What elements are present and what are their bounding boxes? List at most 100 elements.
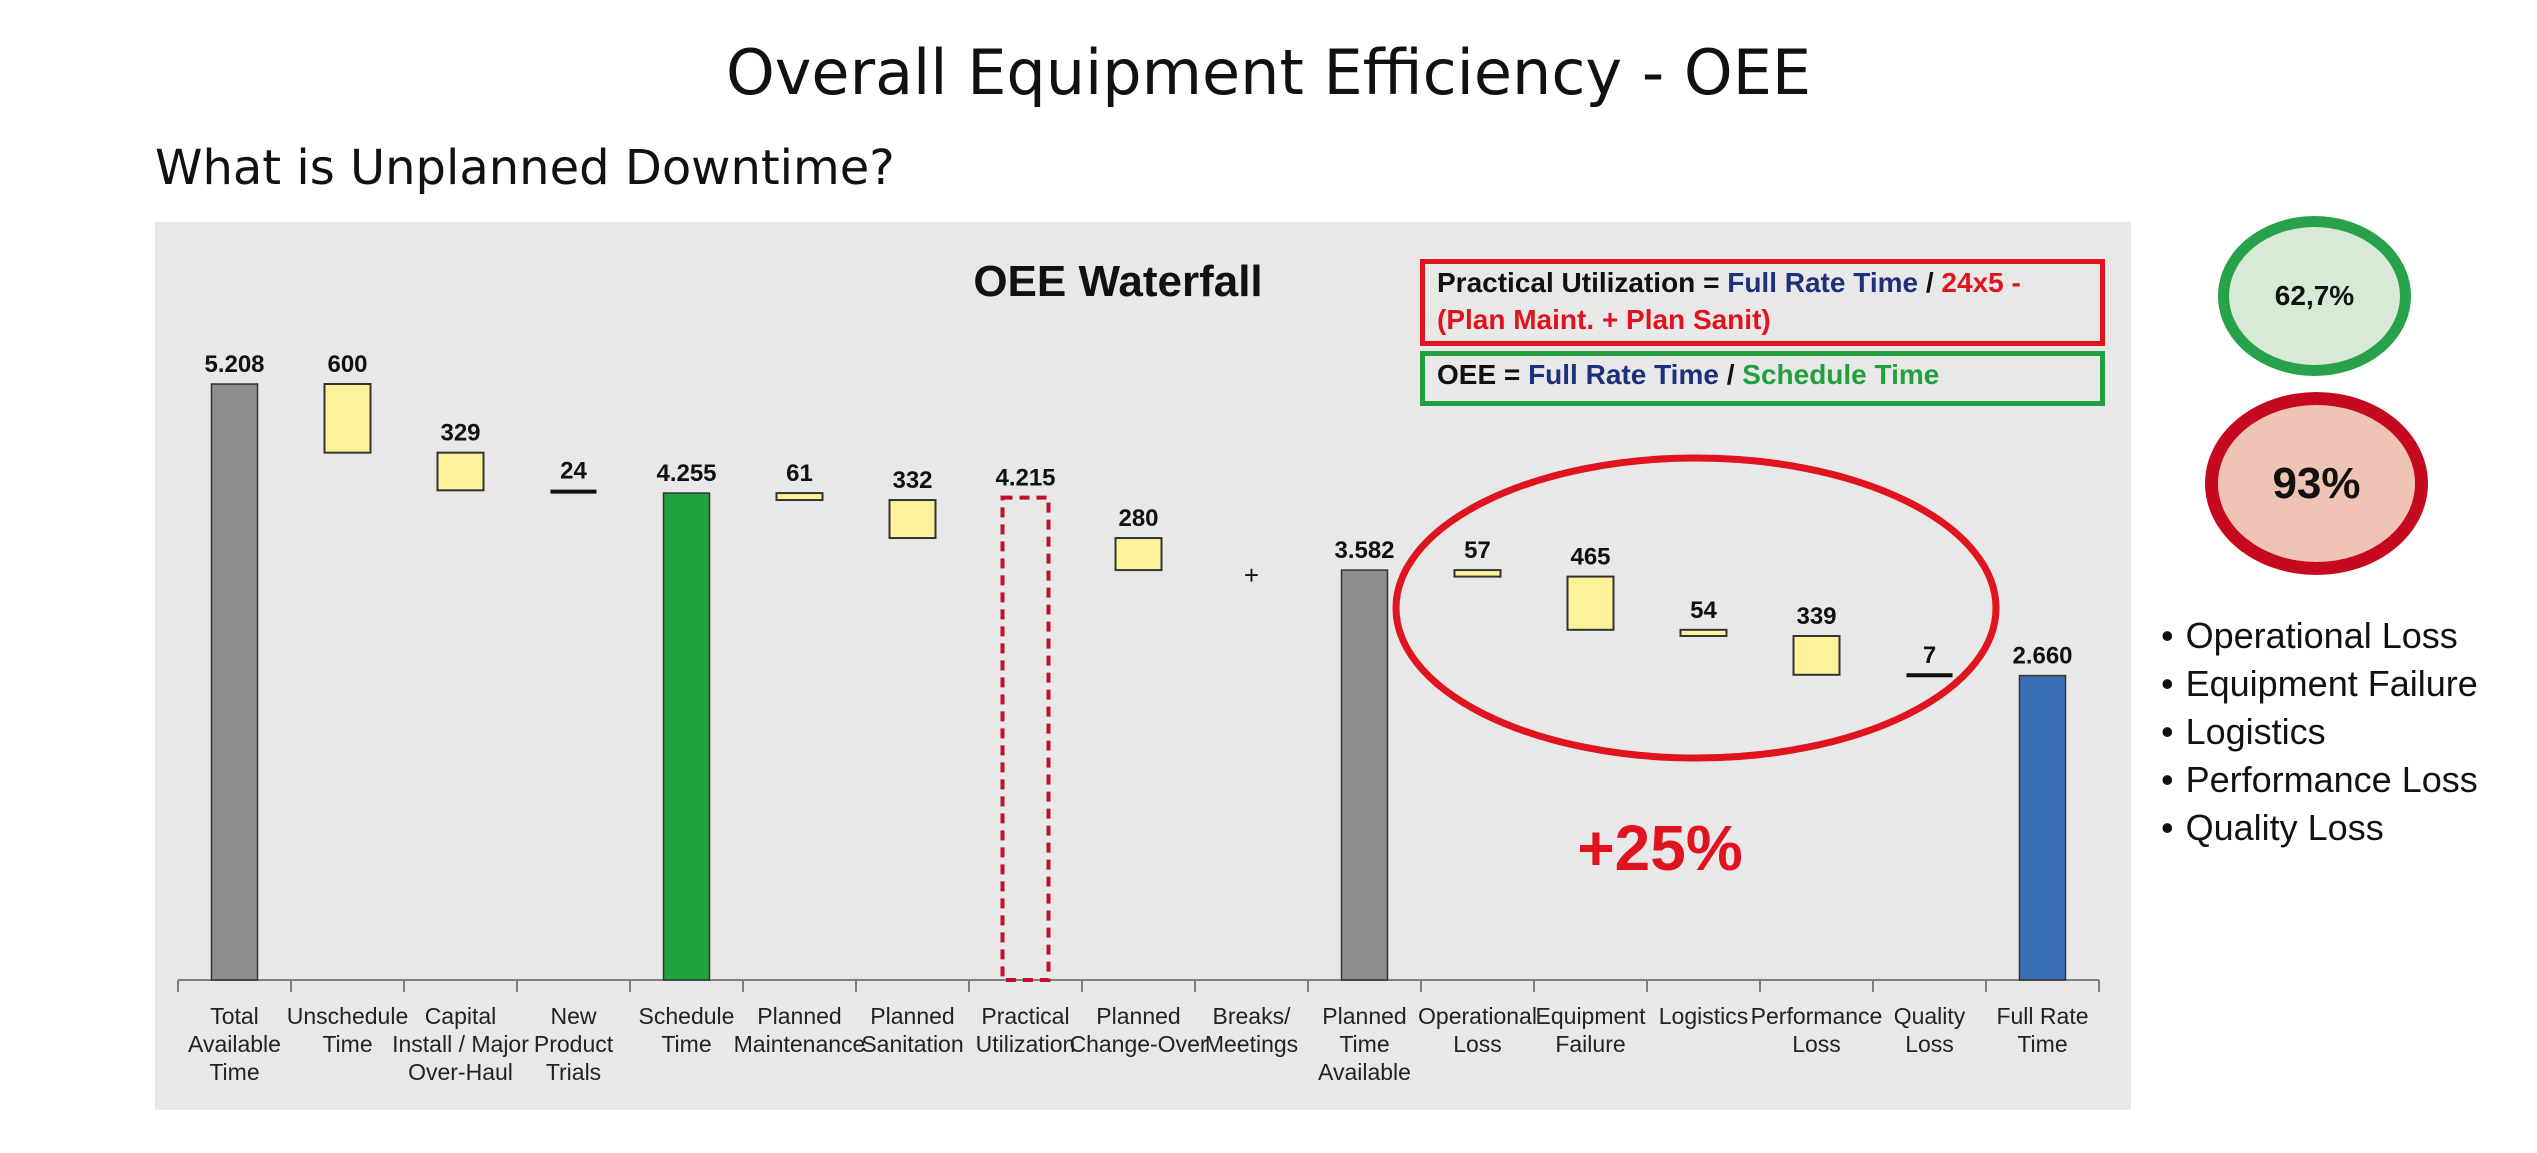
x-tick-label-line: Utilization xyxy=(976,1031,1076,1057)
loss-list-item: Operational Loss xyxy=(2161,612,2478,660)
x-tick-label: Performance Loss xyxy=(1751,1003,1883,1057)
bar-total xyxy=(1340,569,1389,981)
x-tick-label: Schedule Time xyxy=(639,1003,735,1057)
bar-fullrate xyxy=(2018,674,2067,981)
x-tick-label-line: Change-Over xyxy=(1069,1031,1207,1057)
bar-loss xyxy=(888,499,937,540)
loss-list-item: Equipment Failure xyxy=(2161,660,2478,708)
x-tick-label-line: Time xyxy=(322,1031,372,1057)
formula-slash: / xyxy=(1918,267,1942,298)
bar-loss xyxy=(1566,575,1615,631)
x-tick-label: Quality Loss xyxy=(1894,1003,1966,1057)
data-label: 57 xyxy=(1464,537,1491,564)
formula-equals: = xyxy=(1695,267,1728,298)
x-tick-label-line: New xyxy=(550,1003,596,1029)
bar-loss xyxy=(436,451,485,492)
x-tick-label: Planned Change-Over xyxy=(1069,1003,1207,1057)
chart-title: OEE Waterfall xyxy=(973,257,1262,306)
data-label: 465 xyxy=(1570,544,1610,571)
x-tick-label: Planned Time Available xyxy=(1318,1003,1411,1085)
data-label: 280 xyxy=(1118,505,1158,532)
formula-slash: / xyxy=(1718,359,1743,390)
x-tick-label-line: Unschedule xyxy=(287,1003,408,1029)
x-tick-label-line: Install / Major xyxy=(392,1031,529,1057)
data-label: 5.208 xyxy=(204,351,264,378)
x-tick-label-line: Time xyxy=(209,1059,259,1085)
x-tick-label-line: Loss xyxy=(1792,1031,1841,1057)
x-tick-label-line: Total xyxy=(210,1003,259,1029)
formula-numerator: Full Rate Time xyxy=(1727,267,1919,298)
x-tick-label-line: Full Rate xyxy=(1996,1003,2088,1029)
x-tick-label-line: Planned xyxy=(1322,1003,1406,1029)
x-tick-label-line: Practical xyxy=(981,1003,1069,1029)
data-label: 332 xyxy=(892,467,932,494)
x-tick-label-line: Equipment xyxy=(1536,1003,1647,1029)
plus-marker: + xyxy=(1244,560,1259,590)
formula-denominator: Schedule Time xyxy=(1742,359,1940,390)
data-label: 61 xyxy=(786,460,813,487)
bar-loss xyxy=(1679,628,1728,637)
x-tick-label-line: Time xyxy=(661,1031,711,1057)
x-tick-label-line: Operational xyxy=(1418,1003,1537,1029)
data-label: 4.255 xyxy=(656,460,716,487)
x-tick-label-line: Loss xyxy=(1905,1031,1954,1057)
data-label: 54 xyxy=(1690,597,1717,624)
x-tick-label: Practical Utilization xyxy=(976,1003,1076,1057)
x-tick-label-line: Capital xyxy=(425,1003,497,1029)
data-label: 329 xyxy=(440,420,480,447)
data-label: 7 xyxy=(1923,642,1936,669)
data-label: 3.582 xyxy=(1334,537,1394,564)
x-tick-label-line: Planned xyxy=(1096,1003,1180,1029)
practical-utilization-badge: 62,7% xyxy=(2218,216,2411,376)
x-tick-label-line: Time xyxy=(2017,1031,2067,1057)
unplanned-loss-highlight-ellipse xyxy=(1392,454,2000,762)
x-tick-label: New Product Trials xyxy=(534,1003,614,1085)
x-tick-label-line: Meetings xyxy=(1205,1031,1298,1057)
page-subtitle: What is Unplanned Downtime? xyxy=(155,140,895,196)
oee-formula: OEE = Full Rate Time / Schedule Time xyxy=(1420,351,2105,406)
x-tick-label-line: Performance xyxy=(1751,1003,1883,1029)
loss-list: Operational Loss Equipment Failure Logis… xyxy=(2161,612,2478,852)
loss-list-item: Logistics xyxy=(2161,708,2478,756)
data-label: 339 xyxy=(1796,603,1836,630)
formula-denominator: 24x5 - (Plan Maint. + Plan Sanit) xyxy=(1437,267,2021,335)
formula-label: Practical Utilization xyxy=(1437,267,1696,298)
x-tick-label: Planned Maintenance xyxy=(734,1003,866,1057)
x-tick-label-line: Schedule xyxy=(639,1003,735,1029)
bar-schedule xyxy=(662,492,711,981)
x-tick-label-line: Time xyxy=(1339,1031,1389,1057)
formula-label: OEE xyxy=(1437,359,1497,390)
x-tick-label-line: Failure xyxy=(1555,1031,1625,1057)
bar-loss xyxy=(323,383,372,454)
bar-loss xyxy=(1792,634,1841,676)
oee-badge: 93% xyxy=(2205,392,2428,575)
x-tick-label: Total Available Time xyxy=(188,1003,281,1085)
x-tick-label: Breaks/Meetings xyxy=(1205,1003,1298,1057)
x-tick-label: Unschedule Time xyxy=(287,1003,408,1057)
x-tick-label-line: Breaks/ xyxy=(1213,1003,1292,1029)
x-tick-label-line: Maintenance xyxy=(734,1031,866,1057)
bar-total xyxy=(210,383,259,981)
x-tick-label-line: Available xyxy=(188,1031,281,1057)
x-tick-label: Full Rate Time xyxy=(1996,1003,2088,1057)
x-tick-label-line: Sanitation xyxy=(861,1031,963,1057)
improvement-annotation: +25% xyxy=(1577,812,1742,884)
x-tick-label-line: Over-Haul xyxy=(408,1059,513,1085)
x-tick-label-line: Logistics xyxy=(1659,1003,1748,1029)
x-tick-label-line: Quality xyxy=(1894,1003,1966,1029)
x-tick-label-line: Planned xyxy=(757,1003,841,1029)
bar-loss xyxy=(1453,569,1502,578)
bar-loss xyxy=(775,492,824,502)
loss-list-item: Performance Loss xyxy=(2161,756,2478,804)
x-tick-label: Capital Install / Major Over-Haul xyxy=(392,1003,529,1085)
x-tick-label: Logistics xyxy=(1659,1003,1748,1029)
x-tick-label-line: Product xyxy=(534,1031,614,1057)
x-tick-label-line: Planned xyxy=(870,1003,954,1029)
loss-list-item: Quality Loss xyxy=(2161,804,2478,852)
x-tick-label-line: Available xyxy=(1318,1059,1411,1085)
data-label: 600 xyxy=(327,351,367,378)
formula-numerator: Full Rate Time xyxy=(1528,359,1719,390)
data-label: 24 xyxy=(560,457,587,484)
data-label: 4.215 xyxy=(995,465,1055,492)
